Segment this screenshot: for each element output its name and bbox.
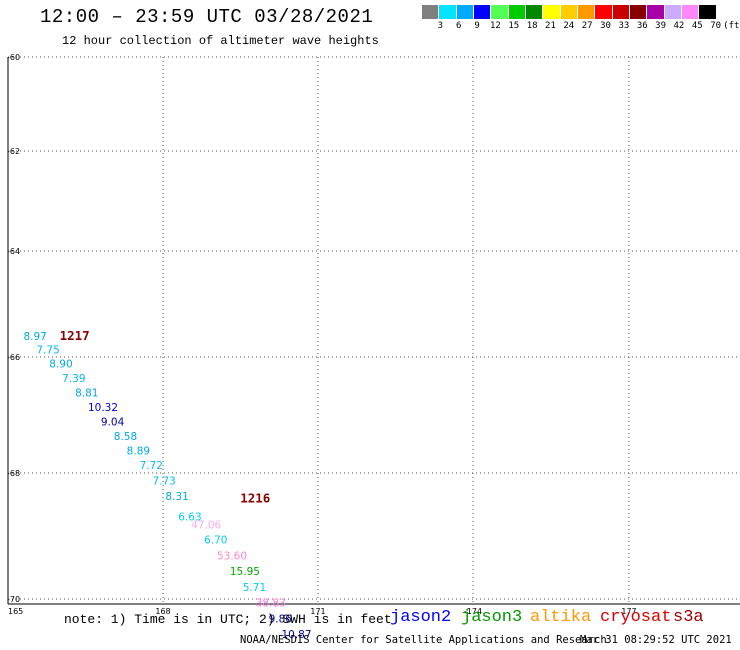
wave-height-value: 5.71 [243, 582, 266, 594]
longitude-label: 165 [8, 607, 23, 616]
legend-jason3: jason3 [461, 608, 523, 627]
latitude-label: -62 [7, 147, 20, 156]
wave-height-value: 8.89 [127, 445, 150, 457]
wave-height-value: 9.04 [101, 416, 125, 428]
colorbar-label: 6 [455, 21, 462, 31]
wave-height-value: 47.06 [191, 519, 221, 531]
colorbar-label: 15 [508, 21, 520, 31]
pass-time-label: 1217 [60, 328, 90, 343]
longitude-label: -174 [464, 607, 482, 616]
colorbar-swatch [577, 5, 596, 19]
colorbar-label: 33 [618, 21, 630, 31]
colorbar-swatch [560, 5, 578, 19]
wave-height-value: 38.83 [256, 598, 286, 610]
latitude-label: -64 [7, 247, 20, 256]
wave-height-value: 7.73 [152, 475, 175, 487]
wave-height-value: 53.60 [217, 550, 247, 562]
colorbar-swatch [439, 5, 457, 19]
colorbar-label: 30 [600, 21, 611, 31]
wave-height-value: 10.32 [88, 402, 118, 414]
colorbar-label: 21 [545, 21, 556, 31]
colorbar-swatch [629, 5, 648, 19]
legend-altika: altika [530, 608, 592, 627]
colorbar-swatch [699, 5, 717, 19]
colorbar-swatch [525, 5, 544, 19]
pass-time-label: 1216 [240, 491, 270, 506]
colorbar-label: 18 [526, 21, 538, 31]
colorbar-label: 3 [437, 21, 444, 31]
wave-height-value: 10.87 [281, 629, 311, 641]
longitude-label: 177 [621, 607, 636, 616]
latitude-label: -70 [7, 595, 20, 604]
colorbar-swatch [422, 5, 440, 19]
colorbar-label: 39 [655, 21, 666, 31]
longitude-label: 171 [310, 607, 325, 616]
colorbar-swatch [681, 5, 700, 19]
wave-height-value: 7.75 [36, 344, 59, 356]
wave-height-value: 6.70 [204, 535, 227, 547]
generated-timestamp: Mar 31 08:29:52 UTC 2021 [580, 634, 732, 646]
wave-height-value: 8.97 [23, 331, 46, 343]
colorbar-label: 42 [673, 21, 685, 31]
latitude-label: -68 [7, 469, 20, 478]
wave-height-value: 6.63 [178, 511, 201, 523]
colorbar-label: 24 [563, 21, 575, 31]
colorbar-label: (ft) [723, 21, 740, 31]
colorbar-swatch [595, 5, 613, 19]
wave-height-colorbar [422, 5, 717, 19]
colorbar-label: 45 [691, 21, 703, 31]
wave-height-value: 7.39 [62, 373, 85, 385]
colorbar-swatch [543, 5, 561, 19]
wave-height-value: 8.81 [75, 387, 98, 399]
colorbar-swatch [456, 5, 474, 19]
wave-height-value: 8.31 [165, 491, 188, 503]
colorbar-label: 12 [489, 21, 501, 31]
page-title: 12:00 – 23:59 UTC 03/28/2021 [40, 6, 374, 28]
page-subtitle: 12 hour collection of altimeter wave hei… [62, 34, 379, 48]
wave-height-value: 8.90 [49, 358, 72, 370]
legend-cryosat: cryosat [600, 608, 672, 627]
colorbar-swatch [647, 5, 665, 19]
colorbar-swatch [473, 5, 492, 19]
colorbar-label: 70 [710, 21, 722, 31]
footer-note: note: 1) Time is in UTC; 2) SWH is in fe… [64, 612, 392, 627]
credit-text: NOAA/NESDIS Center for Satellite Applica… [240, 634, 607, 646]
longitude-label: 168 [155, 607, 170, 616]
colorbar-label: 9 [474, 21, 480, 31]
colorbar-label: 27 [581, 21, 593, 31]
legend-jason2: jason2 [390, 608, 452, 627]
colorbar-swatch [664, 5, 682, 19]
latitude-label: -60 [7, 53, 20, 62]
wave-height-value: 15.95 [230, 566, 260, 578]
wave-height-value: 9.86 [269, 613, 293, 625]
colorbar-swatch [491, 5, 509, 19]
latitude-label: -66 [7, 353, 20, 362]
wave-height-value: 7.72 [140, 460, 163, 472]
legend-s3a: s3a [673, 608, 704, 627]
wave-height-value: 8.58 [114, 431, 137, 443]
colorbar-label: 36 [636, 21, 648, 31]
colorbar-swatch [508, 5, 526, 19]
colorbar-swatch [612, 5, 630, 19]
